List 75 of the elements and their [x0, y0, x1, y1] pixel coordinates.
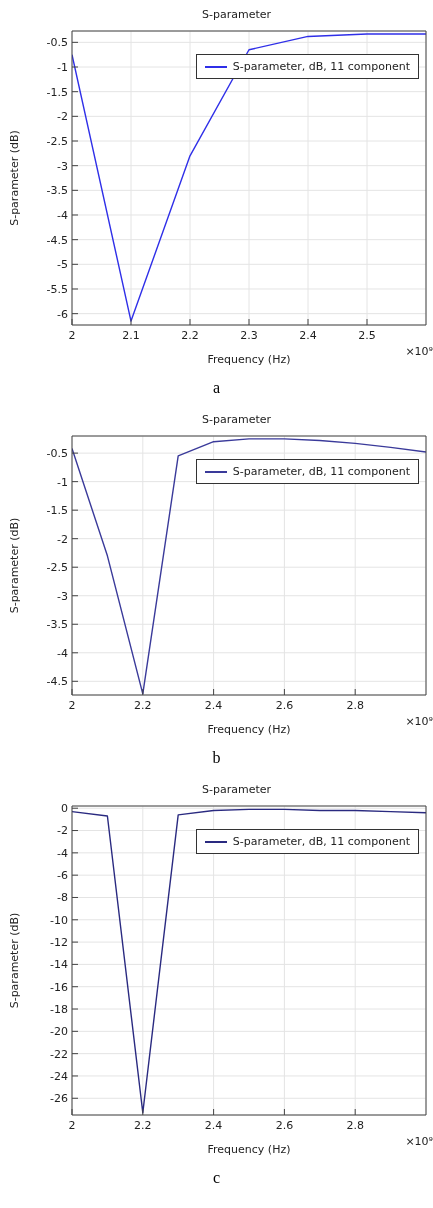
y-axis-title: S-parameter (dB) — [7, 130, 21, 226]
legend-label: S-parameter, dB, 11 component — [232, 60, 410, 73]
y-tick-label: -4.5 — [46, 233, 68, 247]
text: ×10⁹ — [405, 1135, 433, 1148]
y-tick-label: -4 — [57, 646, 68, 660]
x-tick-label: 2.2 — [181, 328, 199, 342]
y-axis-title: S-parameter (dB) — [7, 912, 21, 1009]
text: b — [211, 749, 222, 767]
y-tick-label: -18 — [50, 1002, 68, 1016]
legend-label: S-parameter, dB, 11 component — [232, 835, 410, 848]
y-tick-label: -1.5 — [46, 504, 68, 518]
y-tick-label: -4.5 — [46, 675, 68, 689]
y-tick-label: -2 — [57, 824, 68, 838]
y-tick-label: -24 — [50, 1069, 68, 1083]
x-tick-label: 2.8 — [346, 1118, 364, 1132]
x-tick-label: 2.4 — [299, 328, 317, 342]
y-tick-label: -3 — [57, 589, 68, 603]
y-tick-label: -5 — [57, 258, 68, 272]
y-axis-title: S-parameter (dB) — [7, 517, 21, 614]
x-tick-label: 2.2 — [134, 1118, 152, 1132]
x-tick-label: 2.4 — [204, 1118, 223, 1132]
chart-title: S-parameter — [201, 413, 272, 426]
legend-box: S-parameter, dB, 11 component — [195, 829, 419, 854]
x-tick-label: 2.4 — [204, 698, 223, 712]
text: c — [211, 1169, 222, 1187]
x-tick-label: 2.3 — [240, 328, 258, 342]
x-tick-label: 2 — [68, 698, 76, 712]
x-tick-label: 2.6 — [275, 698, 294, 712]
y-tick-label: -2 — [57, 532, 68, 546]
y-tick-label: -3.5 — [46, 618, 68, 632]
y-tick-label: -3.5 — [46, 184, 68, 198]
y-tick-label: -6 — [57, 307, 68, 321]
x-tick-label: 2.6 — [275, 1118, 294, 1132]
y-tick-label: -2.5 — [46, 134, 68, 148]
x-axis-title: Frequency (Hz) — [207, 723, 291, 736]
chart-title: S-parameter — [201, 8, 272, 21]
y-tick-label: -5.5 — [46, 282, 68, 296]
y-tick-label: -14 — [50, 958, 68, 972]
y-tick-label: -22 — [50, 1047, 68, 1061]
y-tick-label: -4 — [57, 208, 68, 222]
y-tick-label: -12 — [50, 936, 68, 949]
text: ×10⁹ — [405, 715, 433, 728]
x-tick-label: 2.2 — [134, 698, 152, 712]
x-tick-label: 2.5 — [358, 328, 376, 342]
x-axis-title: Frequency (Hz) — [207, 353, 291, 366]
y-tick-label: 0 — [61, 802, 68, 816]
y-tick-label: -2 — [57, 110, 68, 124]
text: a — [211, 379, 222, 397]
y-tick-label: -6 — [57, 869, 68, 883]
x-tick-label: 2.1 — [122, 328, 140, 342]
y-tick-label: -0.5 — [46, 36, 68, 50]
y-tick-label: -26 — [50, 1092, 68, 1106]
y-tick-label: -20 — [50, 1025, 68, 1039]
y-tick-label: -3 — [57, 159, 68, 173]
chart-title: S-parameter — [201, 783, 272, 796]
y-tick-label: -2.5 — [46, 561, 68, 575]
line-series — [72, 33, 426, 322]
y-tick-label: -1 — [57, 60, 68, 74]
legend-box: S-parameter, dB, 11 component — [195, 54, 419, 79]
line-series — [72, 438, 426, 695]
y-tick-label: -8 — [57, 891, 68, 905]
x-tick-label: 2 — [68, 328, 76, 342]
x-tick-label: 2 — [68, 1118, 76, 1132]
y-tick-label: -4 — [57, 846, 68, 860]
y-tick-label: -1.5 — [46, 85, 68, 99]
legend-box: S-parameter, dB, 11 component — [195, 459, 419, 484]
y-tick-label: -0.5 — [46, 447, 68, 461]
x-tick-label: 2.8 — [346, 698, 364, 712]
legend-label: S-parameter, dB, 11 component — [232, 465, 410, 478]
y-tick-label: -16 — [50, 980, 68, 994]
x-axis-title: Frequency (Hz) — [207, 1143, 291, 1156]
y-tick-label: -10 — [50, 913, 68, 927]
text: ×10⁹ — [405, 345, 433, 358]
line-series — [72, 808, 426, 1114]
y-tick-label: -1 — [57, 475, 68, 489]
